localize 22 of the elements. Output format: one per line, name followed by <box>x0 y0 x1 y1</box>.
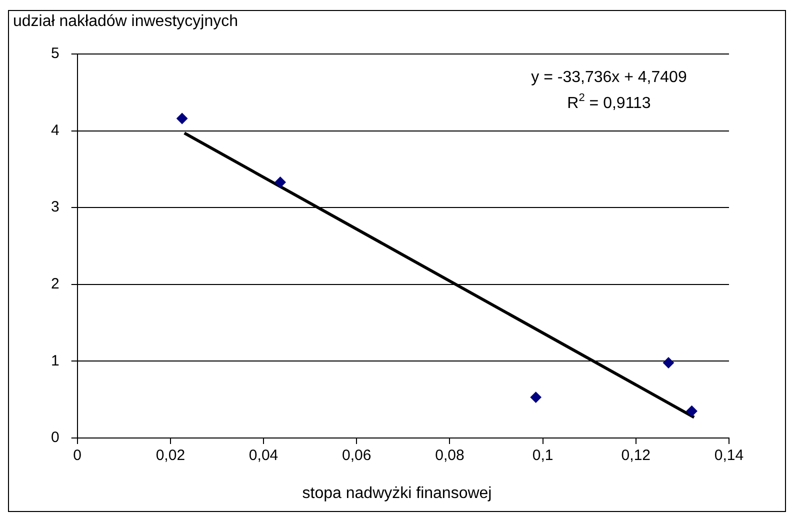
point <box>530 392 542 403</box>
x-axis-title: stopa nadwyżki finansowej <box>301 485 493 503</box>
y-axis-title: udział nakładów inwestycyjnych <box>13 13 238 31</box>
y-tick-label: 5 <box>51 45 60 62</box>
x-tick-label: 0,12 <box>621 447 651 464</box>
x-tick-label: 0,02 <box>156 447 186 464</box>
x-tick-label: 0,1 <box>532 447 554 464</box>
point <box>686 406 698 417</box>
annotation: y = -33,736x + 4,7409 <box>531 69 687 86</box>
x-tick-label: 0,08 <box>435 447 464 464</box>
x-tick-label: 0,14 <box>714 447 744 464</box>
y-tick-label: 2 <box>51 276 60 293</box>
y-tick-label: 4 <box>51 122 60 139</box>
y-tick-label: 3 <box>51 198 60 216</box>
point <box>274 176 286 188</box>
y-tick-label: 0 <box>51 429 60 446</box>
x-tick-label: 0,04 <box>248 447 278 464</box>
y-tick-label: 1 <box>51 352 60 370</box>
point <box>176 113 188 124</box>
x-tick-label: 0,06 <box>342 447 372 464</box>
point <box>662 357 674 368</box>
x-tick-label: 0 <box>73 447 82 464</box>
